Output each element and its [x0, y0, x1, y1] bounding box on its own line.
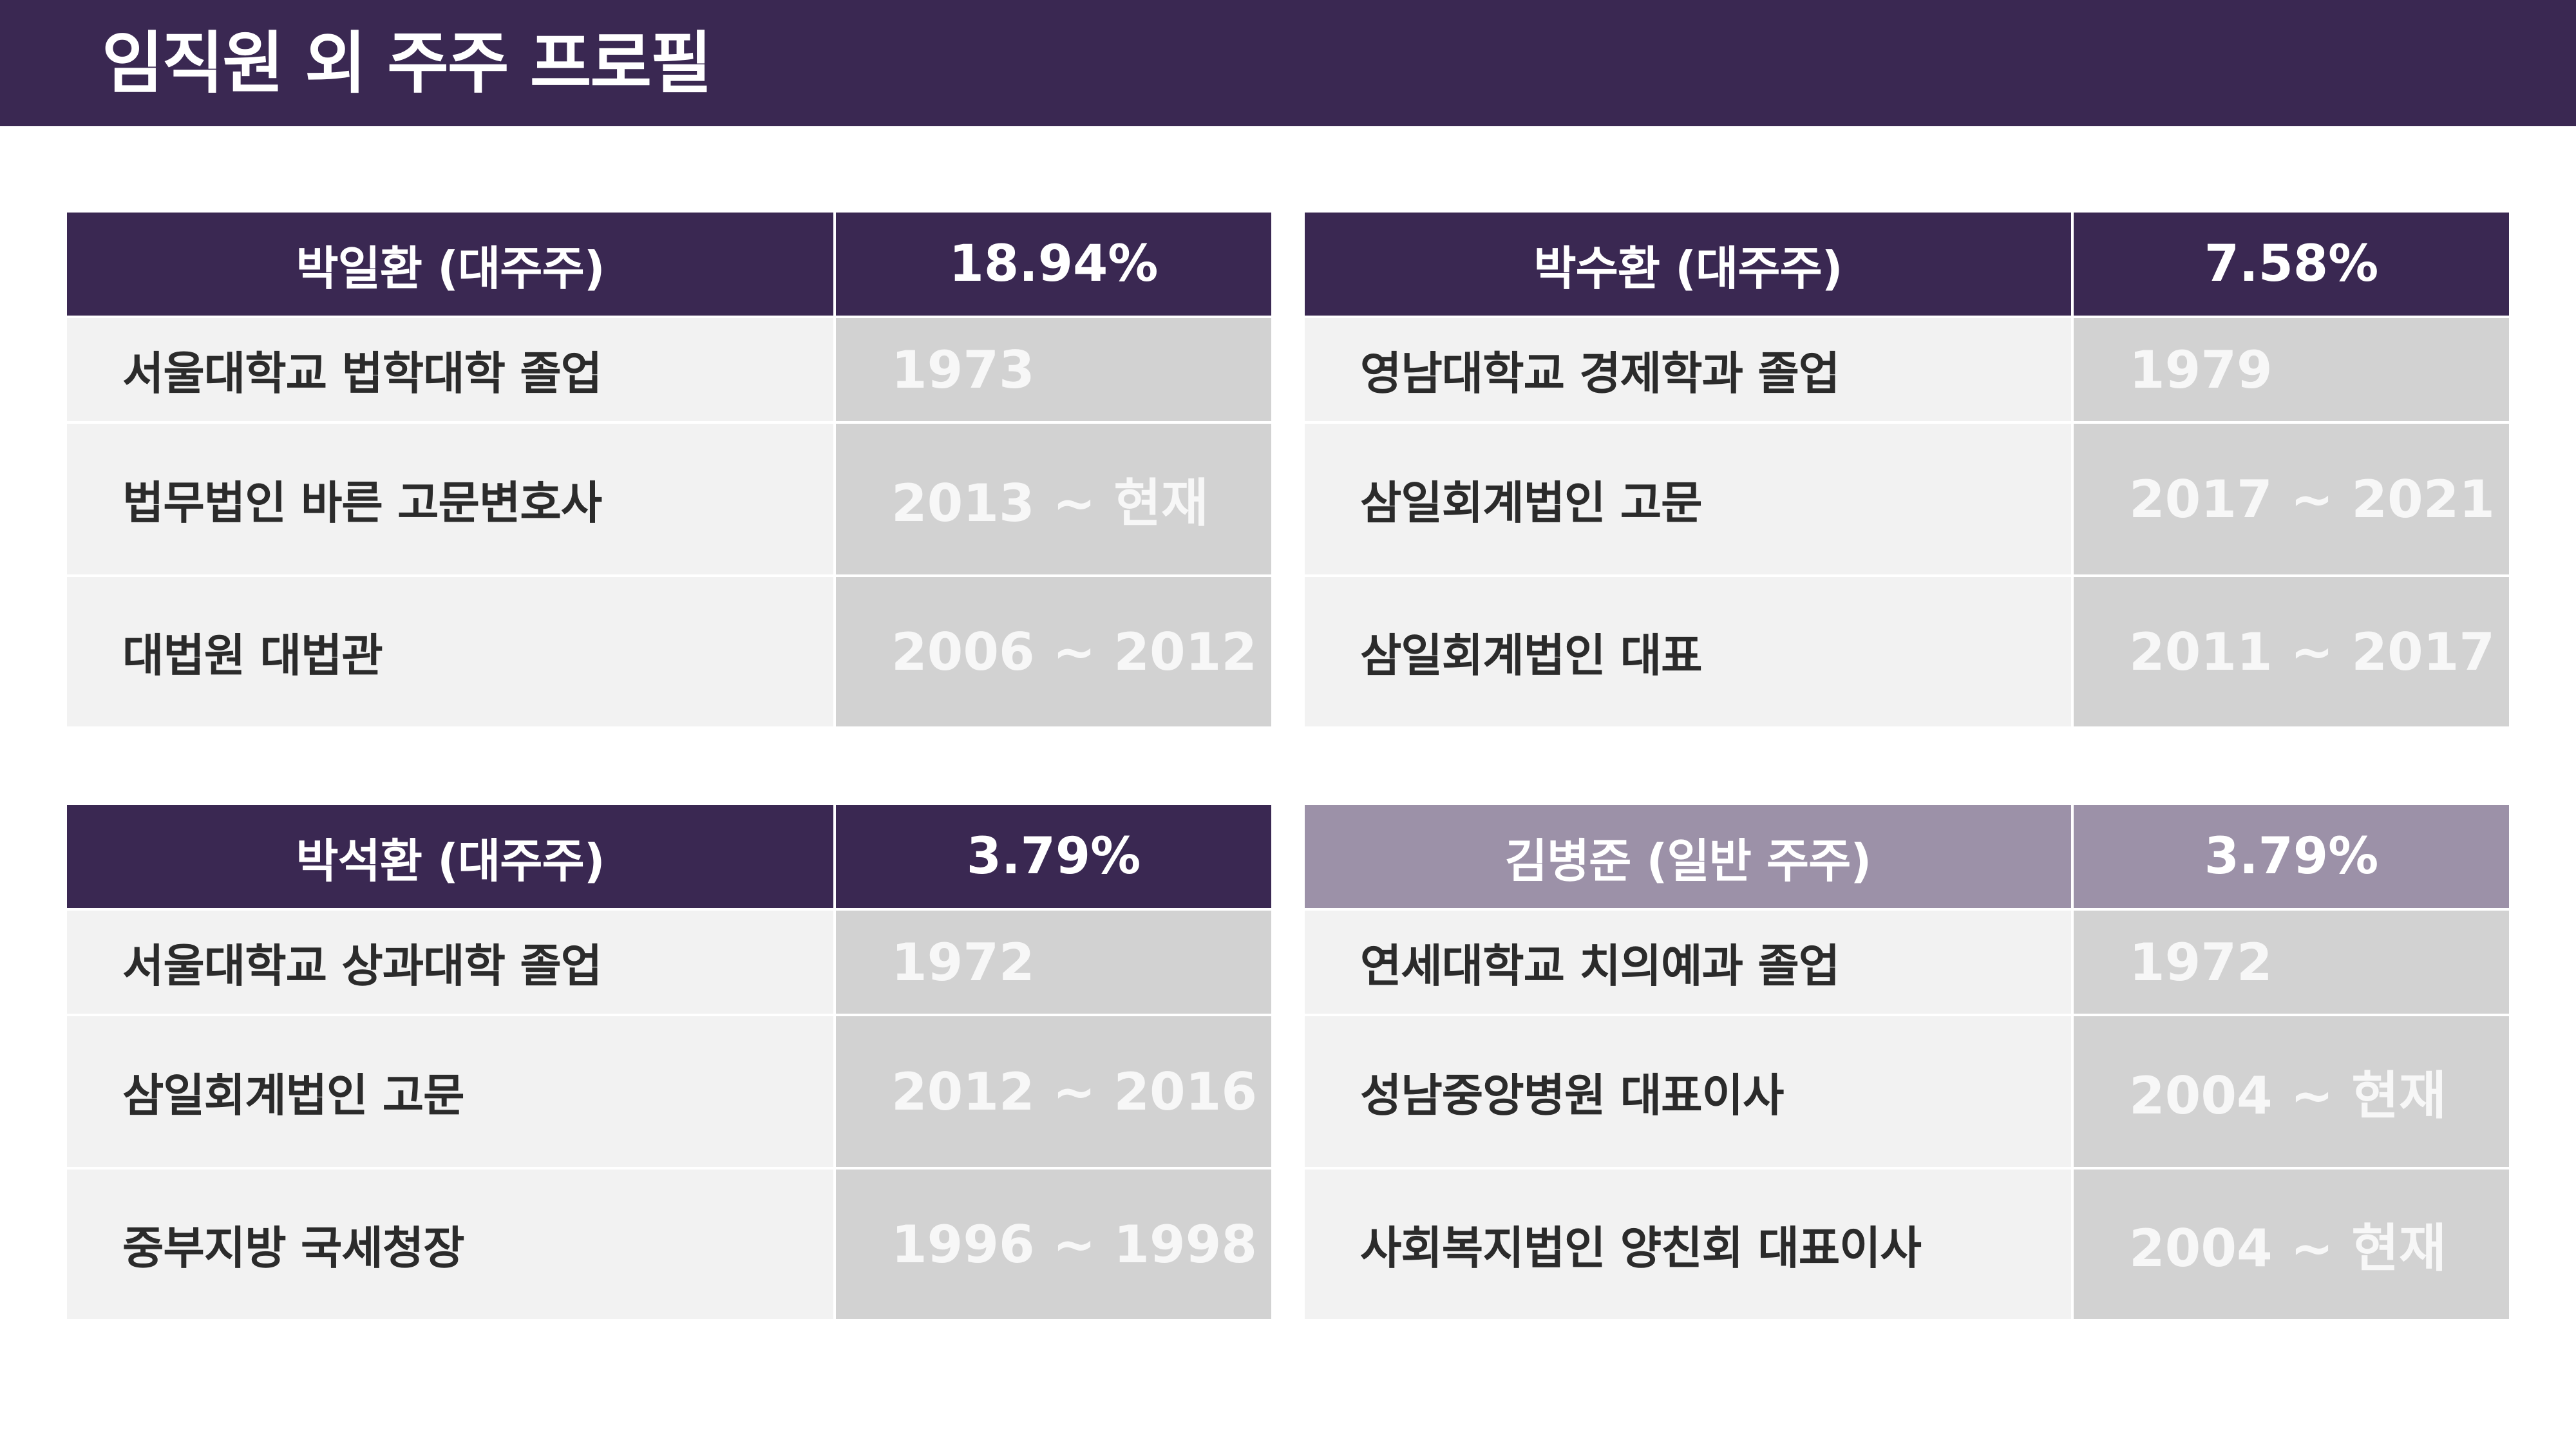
card-header: 박석환 (대주주) 3.79%: [67, 805, 1271, 908]
shareholder-share: 7.58%: [2074, 213, 2509, 316]
table-row: 영남대학교 경제학과 졸업 1979: [1305, 318, 2509, 421]
shareholder-name: 박일환 (대주주): [67, 213, 833, 316]
career-label: 성남중앙병원 대표이사: [1305, 1016, 2071, 1167]
career-label: 서울대학교 상과대학 졸업: [67, 911, 833, 1014]
career-period: 2006 ~ 2012: [836, 577, 1271, 726]
career-period: 1972: [836, 911, 1271, 1014]
career-label: 연세대학교 치의예과 졸업: [1305, 911, 2071, 1014]
table-row: 법무법인 바른 고문변호사 2013 ~ 현재: [67, 424, 1271, 574]
card-header: 박일환 (대주주) 18.94%: [67, 213, 1271, 316]
career-period: 2017 ~ 2021: [2074, 424, 2509, 574]
career-label: 삼일회계법인 고문: [1305, 424, 2071, 574]
shareholder-card-4: 김병준 (일반 주주) 3.79% 연세대학교 치의예과 졸업 1972 성남중…: [1305, 805, 2509, 1319]
career-period: 2004 ~ 현재: [2074, 1016, 2509, 1167]
page-header: 임직원 외 주주 프로필: [0, 0, 2576, 126]
career-period: 1996 ~ 1998: [836, 1170, 1271, 1319]
career-label: 삼일회계법인 고문: [67, 1016, 833, 1167]
table-row: 대법원 대법관 2006 ~ 2012: [67, 577, 1271, 726]
shareholder-name: 박석환 (대주주): [67, 805, 833, 908]
career-label: 법무법인 바른 고문변호사: [67, 424, 833, 574]
shareholder-name: 김병준 (일반 주주): [1305, 805, 2071, 908]
shareholder-card-3: 박석환 (대주주) 3.79% 서울대학교 상과대학 졸업 1972 삼일회계법…: [67, 805, 1271, 1319]
career-period: 1973: [836, 318, 1271, 421]
shareholder-share: 3.79%: [836, 805, 1271, 908]
career-period: 2012 ~ 2016: [836, 1016, 1271, 1167]
shareholder-card-2: 박수환 (대주주) 7.58% 영남대학교 경제학과 졸업 1979 삼일회계법…: [1305, 213, 2509, 726]
table-row: 서울대학교 상과대학 졸업 1972: [67, 911, 1271, 1014]
career-label: 사회복지법인 양친회 대표이사: [1305, 1170, 2071, 1319]
table-row: 중부지방 국세청장 1996 ~ 1998: [67, 1170, 1271, 1319]
career-period: 2004 ~ 현재: [2074, 1170, 2509, 1319]
career-period: 1972: [2074, 911, 2509, 1014]
career-label: 서울대학교 법학대학 졸업: [67, 318, 833, 421]
career-label: 중부지방 국세청장: [67, 1170, 833, 1319]
card-header: 박수환 (대주주) 7.58%: [1305, 213, 2509, 316]
career-period: 2011 ~ 2017: [2074, 577, 2509, 726]
table-row: 서울대학교 법학대학 졸업 1973: [67, 318, 1271, 421]
career-label: 영남대학교 경제학과 졸업: [1305, 318, 2071, 421]
shareholder-name: 박수환 (대주주): [1305, 213, 2071, 316]
shareholder-share: 3.79%: [2074, 805, 2509, 908]
career-period: 2013 ~ 현재: [836, 424, 1271, 574]
table-row: 삼일회계법인 고문 2012 ~ 2016: [67, 1016, 1271, 1167]
table-row: 성남중앙병원 대표이사 2004 ~ 현재: [1305, 1016, 2509, 1167]
career-period: 1979: [2074, 318, 2509, 421]
card-header: 김병준 (일반 주주) 3.79%: [1305, 805, 2509, 908]
shareholder-card-1: 박일환 (대주주) 18.94% 서울대학교 법학대학 졸업 1973 법무법인…: [67, 213, 1271, 726]
table-row: 사회복지법인 양친회 대표이사 2004 ~ 현재: [1305, 1170, 2509, 1319]
table-row: 삼일회계법인 대표 2011 ~ 2017: [1305, 577, 2509, 726]
table-row: 연세대학교 치의예과 졸업 1972: [1305, 911, 2509, 1014]
shareholder-share: 18.94%: [836, 213, 1271, 316]
career-label: 대법원 대법관: [67, 577, 833, 726]
table-row: 삼일회계법인 고문 2017 ~ 2021: [1305, 424, 2509, 574]
career-label: 삼일회계법인 대표: [1305, 577, 2071, 726]
page-title: 임직원 외 주주 프로필: [102, 24, 712, 102]
